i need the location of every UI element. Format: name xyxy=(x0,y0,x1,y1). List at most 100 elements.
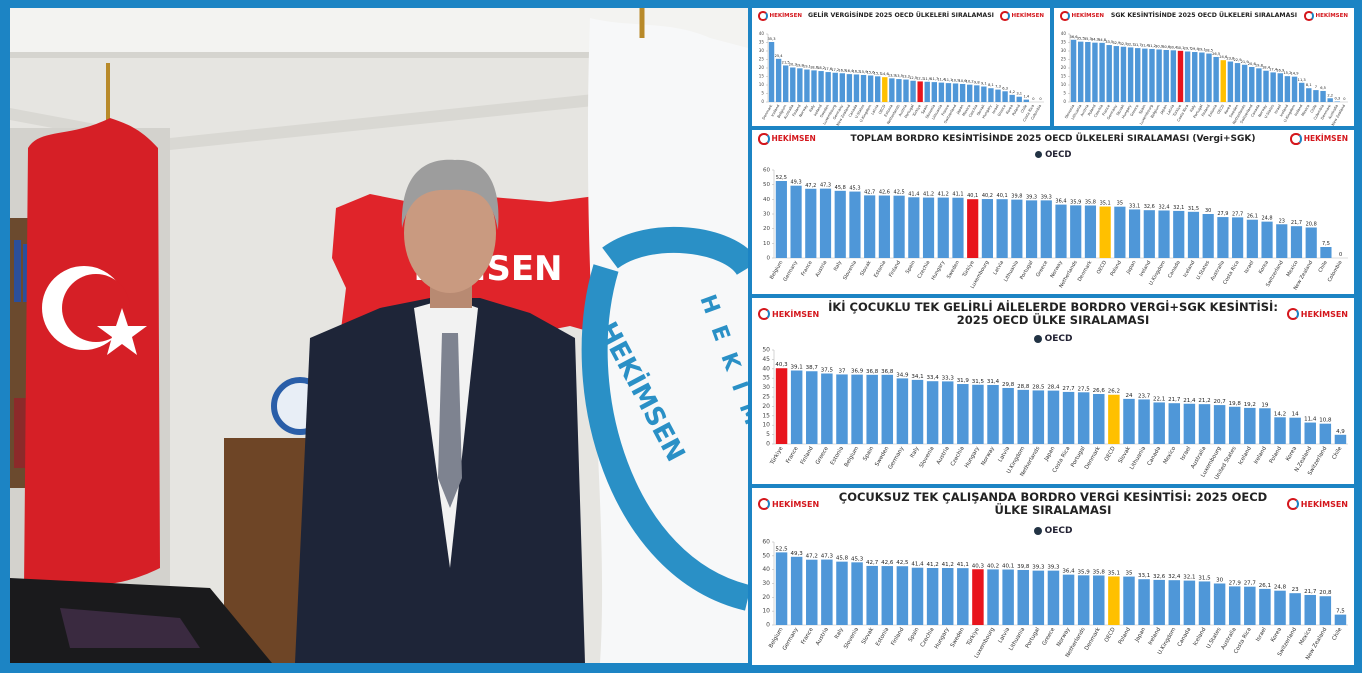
bar xyxy=(910,80,916,102)
x-tick-label: U.States xyxy=(1195,259,1211,281)
value-label: 40,3 xyxy=(972,563,985,569)
x-tick-label: Germany xyxy=(782,260,799,283)
y-tick-label: 5 xyxy=(761,91,764,96)
bar xyxy=(952,83,959,102)
y-tick-label: 10 xyxy=(763,241,770,247)
x-tick-label: Israel xyxy=(991,104,999,115)
value-label: 0 xyxy=(1343,97,1346,101)
x-tick-label: Spain xyxy=(920,104,928,115)
value-label: 16,2 xyxy=(852,69,860,73)
x-tick-label: Ireland xyxy=(813,104,823,117)
value-label: 18,2 xyxy=(817,66,825,70)
value-label: 23 xyxy=(1279,218,1285,224)
bar xyxy=(941,381,954,444)
bar xyxy=(1023,99,1029,102)
bar xyxy=(1062,391,1075,444)
chart-header: HEKİMSEN GELİR VERGİSİNDE 2025 OECD ÜLKEL… xyxy=(752,11,1050,21)
value-label: 18,4 xyxy=(1262,66,1271,70)
value-label: 11,4 xyxy=(1304,417,1317,423)
bar xyxy=(1217,217,1229,258)
turkish-flag xyxy=(24,118,160,588)
x-tick-label: Italy xyxy=(1189,103,1197,113)
y-tick-label: 5 xyxy=(766,431,770,438)
bar xyxy=(1099,42,1105,102)
value-label: 19,8 xyxy=(1255,63,1264,67)
x-tick-label: Israel xyxy=(1274,104,1282,115)
bar xyxy=(1183,403,1196,444)
x-tick-label: Japan xyxy=(1043,445,1057,463)
value-label: 17,2 xyxy=(831,68,839,72)
x-tick-label: Belgium xyxy=(1150,104,1161,119)
bar xyxy=(1198,581,1211,625)
x-tick-label: Italy xyxy=(834,626,846,640)
bar xyxy=(1002,91,1008,102)
value-label: 14,6 xyxy=(881,72,890,76)
y-tick-label: 25 xyxy=(762,394,770,401)
bar xyxy=(1244,586,1256,625)
x-tick-label: Slovak xyxy=(859,260,873,277)
x-tick-label: Austria xyxy=(1080,104,1090,117)
x-tick-label: Türkiye xyxy=(769,445,785,466)
bar xyxy=(1009,94,1015,102)
x-tick-label: Czechia xyxy=(1093,104,1103,118)
bar xyxy=(775,552,788,625)
x-tick-label: Greece xyxy=(1130,103,1140,117)
x-tick-label: Latvia xyxy=(870,104,879,115)
value-label: 36,9 xyxy=(851,369,864,375)
value-label: 35,1 xyxy=(1108,570,1120,576)
x-tick-label: Ireland xyxy=(1138,260,1152,278)
x-tick-label: Spain xyxy=(908,626,921,643)
x-tick-label: Japan xyxy=(1134,626,1148,644)
x-tick-label: Finland xyxy=(888,260,902,278)
bar xyxy=(1192,52,1198,102)
bar xyxy=(1108,576,1120,625)
bar xyxy=(1077,575,1090,625)
y-tick-label: 35 xyxy=(762,375,770,382)
x-tick-label: Slovenia xyxy=(925,104,936,119)
value-label: 23,8 xyxy=(1226,57,1235,61)
chart-title: GELİR VERGİSİNDE 2025 OECD ÜLKELERİ SIRA… xyxy=(808,12,994,20)
bar xyxy=(1249,66,1255,102)
x-tick-label: France xyxy=(1101,103,1111,116)
bar xyxy=(941,568,954,625)
y-tick-label: 0 xyxy=(1063,99,1066,104)
logo: HEKİMSEN xyxy=(1290,133,1348,145)
x-tick-label: Japan xyxy=(1159,104,1168,116)
x-tick-label: Iceland xyxy=(1238,446,1253,466)
x-tick-label: Iceland xyxy=(1279,104,1289,117)
value-label: 0,3 xyxy=(1334,96,1340,100)
y-tick-label: 15 xyxy=(759,74,765,79)
photo: KIMSEN HEKİM HEKİMSEN xyxy=(10,8,748,663)
x-tick-label: Iceland xyxy=(770,104,780,117)
value-label: 9,8 xyxy=(974,80,980,84)
y-tick-label: 30 xyxy=(762,384,770,391)
bar xyxy=(1127,47,1134,102)
bar xyxy=(821,559,833,625)
logo: HEKİMSEN xyxy=(1286,498,1348,511)
value-label: 28,4 xyxy=(1047,385,1060,391)
x-tick-label: U.States xyxy=(854,104,865,119)
bar xyxy=(1274,590,1286,625)
logo-text: HEKİMSEN xyxy=(772,499,820,509)
bar xyxy=(896,378,909,444)
value-label: 11,7 xyxy=(930,77,938,81)
value-label: 35,9 xyxy=(1078,569,1091,575)
bar xyxy=(1099,206,1111,258)
value-label: 15,2 xyxy=(1283,71,1291,75)
bar xyxy=(768,41,775,102)
bar xyxy=(866,565,878,625)
x-tick-label: Estonia xyxy=(883,104,893,117)
source-text: OECD xyxy=(1045,150,1072,160)
bar xyxy=(1120,46,1127,102)
bar xyxy=(893,195,905,258)
source-mark xyxy=(1033,526,1042,535)
y-tick-label: 20 xyxy=(759,65,765,70)
bar xyxy=(1170,50,1177,102)
bar xyxy=(1138,579,1150,625)
value-label: 30,6 xyxy=(1162,45,1171,49)
value-label: 45,8 xyxy=(835,185,846,191)
x-tick-label: Japan xyxy=(1125,260,1138,276)
x-tick-label: OECD xyxy=(1104,446,1117,463)
bar xyxy=(959,83,966,102)
